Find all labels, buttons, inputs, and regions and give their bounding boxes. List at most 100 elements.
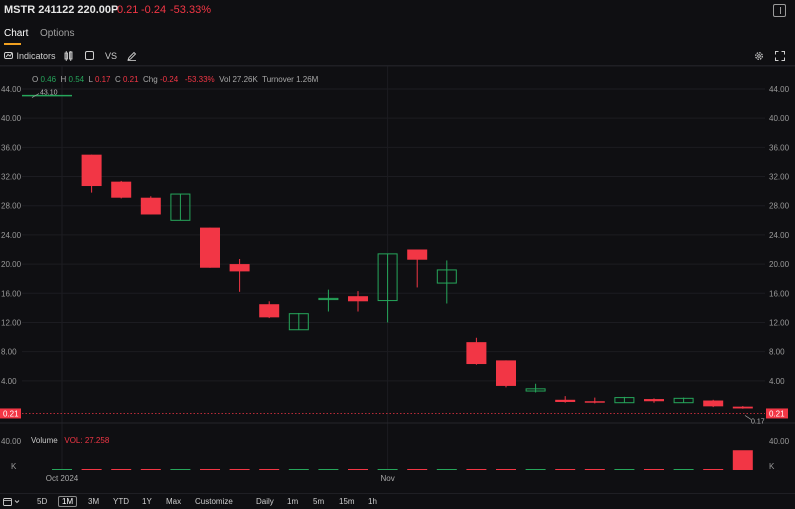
timeframe-daily[interactable]: Daily [256,497,274,506]
y-tick-label-right: 36.00 [769,143,790,152]
volume-bar [555,469,576,470]
timeframe-15m[interactable]: 15m [339,497,355,506]
y-tick-label-right: 28.00 [769,202,790,211]
y-tick-label-left: 36.00 [1,143,22,152]
chart-toolbar: Indicators VS [0,48,795,66]
candle-body [644,399,664,402]
open-label: O [32,75,39,84]
timeframe-1m[interactable]: 1m [287,497,299,506]
timeframe-5d[interactable]: 5D [37,497,48,506]
y-tick-label-right: 8.00 [769,348,785,357]
fullscreen-icon[interactable] [775,51,785,61]
candle-body [407,249,428,260]
candle-body [584,401,605,403]
volume-value: 27.26K [232,75,258,84]
timeframe-max[interactable]: Max [166,497,182,506]
y-tick-label-right: 40.00 [769,114,790,123]
candle-body [229,264,250,272]
compare-button[interactable]: VS [105,51,118,61]
plot-background [22,66,765,493]
close-value: 0.21 [122,75,139,84]
volume-bar [81,469,102,470]
square-shape-icon[interactable] [85,51,94,60]
candle-body [81,154,102,187]
volume-bar [436,469,457,470]
timeframe-5m[interactable]: 5m [313,497,325,506]
low-annotation: 0.17 [751,418,765,425]
candle-body [436,269,457,284]
draw-pen-icon[interactable] [127,51,137,61]
y-tick-label-left: 44.00 [1,85,22,94]
timeframe-customize[interactable]: Customize [195,497,233,506]
y-tick-label-left: 12.00 [1,318,22,327]
last-price-label-right: 0.21 [769,409,785,418]
symbol-title: MSTR 241122 220.00P [4,4,119,16]
volume-bar [52,469,72,470]
timeframe-1y[interactable]: 1Y [142,497,152,506]
y-tick-label-left: 40.00 [1,114,22,123]
high-value: 0.54 [68,75,85,84]
volume-bar [703,469,724,470]
price-change: -0.24 [141,4,167,16]
candle-body [555,399,576,402]
high-label: H [60,75,67,84]
last-price-badge-left [0,408,21,419]
timeframe-3m[interactable]: 3M [88,497,100,506]
last-price-label-left: 0.21 [3,409,19,418]
timeframe-ytd[interactable]: YTD [113,497,129,506]
candle-body [318,297,339,301]
volume-bar [348,469,368,470]
price-chart[interactable]: 44.00 40.00 36.00 32.00 28.00 24.00 20.00 16.00… [0,66,795,493]
volume-axis-label-left: 40.00 [1,437,22,446]
volume-bar [377,469,398,470]
last-price: 0.21 [117,4,139,16]
candle-body [348,296,368,302]
candle-body [111,181,132,198]
price-change-percent: -53.33% [170,4,211,16]
high-annotation-leader [31,93,40,98]
view-tabs: Chart Options [0,26,795,46]
last-price-badge-right [766,408,788,419]
volume-bar [200,469,220,470]
y-tick-label-right: 12.00 [769,318,790,327]
timeframe-1m[interactable]: 1M [58,496,78,507]
volume-bar [140,469,161,470]
volume-axis-label-right: 40.00 [769,437,790,446]
indicators-button[interactable]: Indicators [4,51,56,61]
timeframe-1h[interactable]: 1h [368,497,377,506]
y-tick-label-right: 4.00 [769,377,785,386]
volume-bar [229,469,250,470]
indicators-icon [4,52,13,59]
candle-body [170,193,191,221]
tab-chart[interactable]: Chart [4,28,29,39]
candle-body [466,342,487,365]
tab-options[interactable]: Options [40,28,75,39]
change-percent-value: -53.33% [184,75,215,84]
timeframe-bar: 5D 1M 3M YTD 1Y Max Customize Daily 1m 5m 15m 1h [0,493,795,509]
chevron-down-icon[interactable] [14,497,20,506]
low-annotation-leader [744,415,752,420]
change-value: -0.24 [159,75,179,84]
y-tick-label-left: 20.00 [1,260,22,269]
y-tick-label-left: 4.00 [1,377,17,386]
candle-body [732,406,753,409]
calendar-icon[interactable] [3,497,12,506]
volume-bar [732,450,753,470]
close-label: C [114,75,121,84]
candle-body [377,253,398,302]
volume-bar [525,469,546,470]
settings-gear-icon[interactable] [754,51,764,61]
volume-bar [259,469,280,470]
panel-toggle-icon[interactable] [773,4,786,17]
chart-header: MSTR 241122 220.00P 0.21 -0.24 -53.33% [0,0,795,22]
y-tick-label-left: 8.00 [1,348,17,357]
ohlc-legend: O 0.46 H 0.54 L 0.17 C 0.21 Chg -0.24 -5… [32,75,318,84]
volume-bar [318,469,339,470]
volume-legend-value: VOL: 27.258 [64,436,110,445]
candle-body [703,400,724,407]
volume-bar [288,469,309,470]
volume-bar [111,469,132,470]
y-tick-label-right: 16.00 [769,289,790,298]
candle-type-icon[interactable] [64,51,73,61]
candle-body [288,313,309,331]
